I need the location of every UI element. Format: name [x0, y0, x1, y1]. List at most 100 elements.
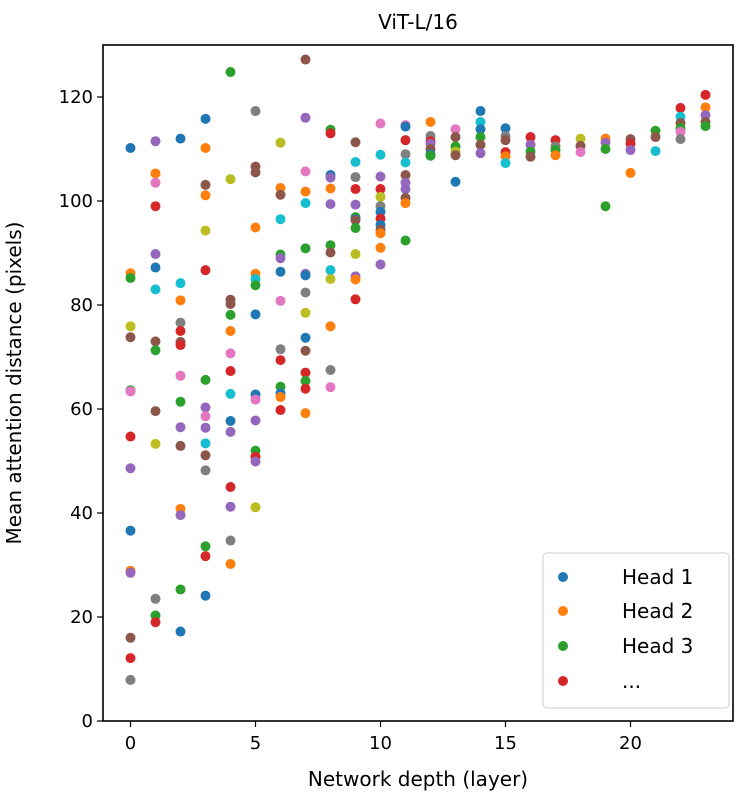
y-tick-label: 60	[70, 399, 93, 420]
data-point	[375, 149, 386, 160]
data-points	[125, 54, 711, 685]
data-point	[200, 374, 211, 385]
data-point	[575, 133, 586, 144]
x-tick-label: 10	[369, 733, 392, 754]
data-point	[375, 118, 386, 129]
data-point	[250, 502, 261, 513]
data-point	[150, 336, 161, 347]
data-point	[600, 144, 611, 154]
data-point	[225, 309, 236, 320]
data-point	[200, 225, 211, 236]
data-point	[225, 482, 236, 492]
data-point	[275, 137, 286, 148]
data-point	[200, 265, 211, 276]
data-point	[125, 142, 136, 153]
y-tick-label: 20	[70, 607, 93, 628]
data-point	[175, 626, 186, 637]
data-point	[300, 186, 311, 197]
data-point	[400, 184, 411, 195]
data-point	[200, 438, 211, 449]
data-point	[275, 355, 286, 366]
data-point	[325, 247, 336, 258]
data-point	[350, 157, 361, 167]
data-point	[325, 265, 336, 276]
data-point	[300, 287, 311, 298]
data-point	[275, 189, 286, 200]
x-tick-label: 15	[494, 733, 517, 754]
data-point	[375, 259, 386, 270]
data-point	[350, 249, 361, 260]
data-point	[400, 198, 411, 209]
data-point	[600, 201, 611, 212]
data-point	[200, 590, 211, 601]
data-point	[475, 116, 486, 127]
legend-marker-more	[558, 676, 568, 686]
data-point	[275, 214, 286, 225]
data-point	[450, 176, 461, 187]
data-point	[225, 366, 236, 377]
data-point	[325, 172, 336, 183]
data-point	[225, 388, 236, 399]
data-point	[425, 150, 436, 161]
data-point	[225, 558, 236, 569]
data-point	[300, 383, 311, 394]
data-point	[500, 123, 511, 134]
data-point	[325, 382, 336, 393]
chart-title: ViT-L/16	[378, 10, 458, 34]
data-point	[175, 317, 186, 328]
data-point	[250, 280, 261, 291]
data-point	[675, 102, 686, 113]
data-point	[225, 174, 236, 185]
data-point	[400, 149, 411, 160]
data-point	[300, 375, 311, 386]
data-point	[175, 510, 186, 521]
data-point	[375, 184, 386, 195]
data-point	[275, 295, 286, 306]
data-point	[700, 121, 711, 132]
x-tick-label: 5	[250, 733, 261, 754]
data-point	[125, 567, 136, 578]
data-point	[300, 307, 311, 318]
data-point	[175, 340, 186, 351]
y-tick-label: 40	[70, 503, 93, 524]
x-axis-label: Network depth (layer)	[308, 767, 528, 791]
legend-label-head-1: Head 1	[622, 565, 693, 589]
data-point	[225, 415, 236, 426]
data-point	[175, 370, 186, 381]
data-point	[200, 142, 211, 153]
data-point	[150, 249, 161, 260]
data-point	[450, 124, 461, 135]
data-point	[250, 415, 261, 426]
data-point	[325, 128, 336, 139]
data-point	[150, 177, 161, 188]
data-point	[150, 617, 161, 628]
data-point	[300, 198, 311, 209]
legend-marker-head-3	[558, 641, 568, 651]
data-point	[150, 284, 161, 295]
data-point	[625, 145, 636, 156]
legend-label-head-2: Head 2	[622, 599, 693, 623]
data-point	[200, 402, 211, 413]
y-tick-label: 120	[59, 87, 93, 108]
data-point	[125, 632, 136, 643]
data-point	[325, 321, 336, 332]
data-point	[125, 525, 136, 536]
legend-box	[542, 552, 730, 709]
data-point	[525, 151, 536, 162]
data-point	[175, 440, 186, 451]
data-point	[150, 136, 161, 147]
x-axis-ticks: 0 5 10 15 20	[125, 721, 642, 754]
data-point	[200, 541, 211, 552]
data-point	[375, 191, 386, 202]
data-point	[225, 348, 236, 359]
data-point	[250, 456, 261, 467]
data-point	[225, 501, 236, 512]
data-point	[225, 298, 236, 309]
legend: Head 1 Head 2 Head 3 ...	[542, 552, 730, 709]
data-point	[175, 584, 186, 595]
data-point	[150, 406, 161, 417]
data-point	[150, 201, 161, 212]
data-point	[200, 113, 211, 124]
data-point	[300, 270, 311, 281]
